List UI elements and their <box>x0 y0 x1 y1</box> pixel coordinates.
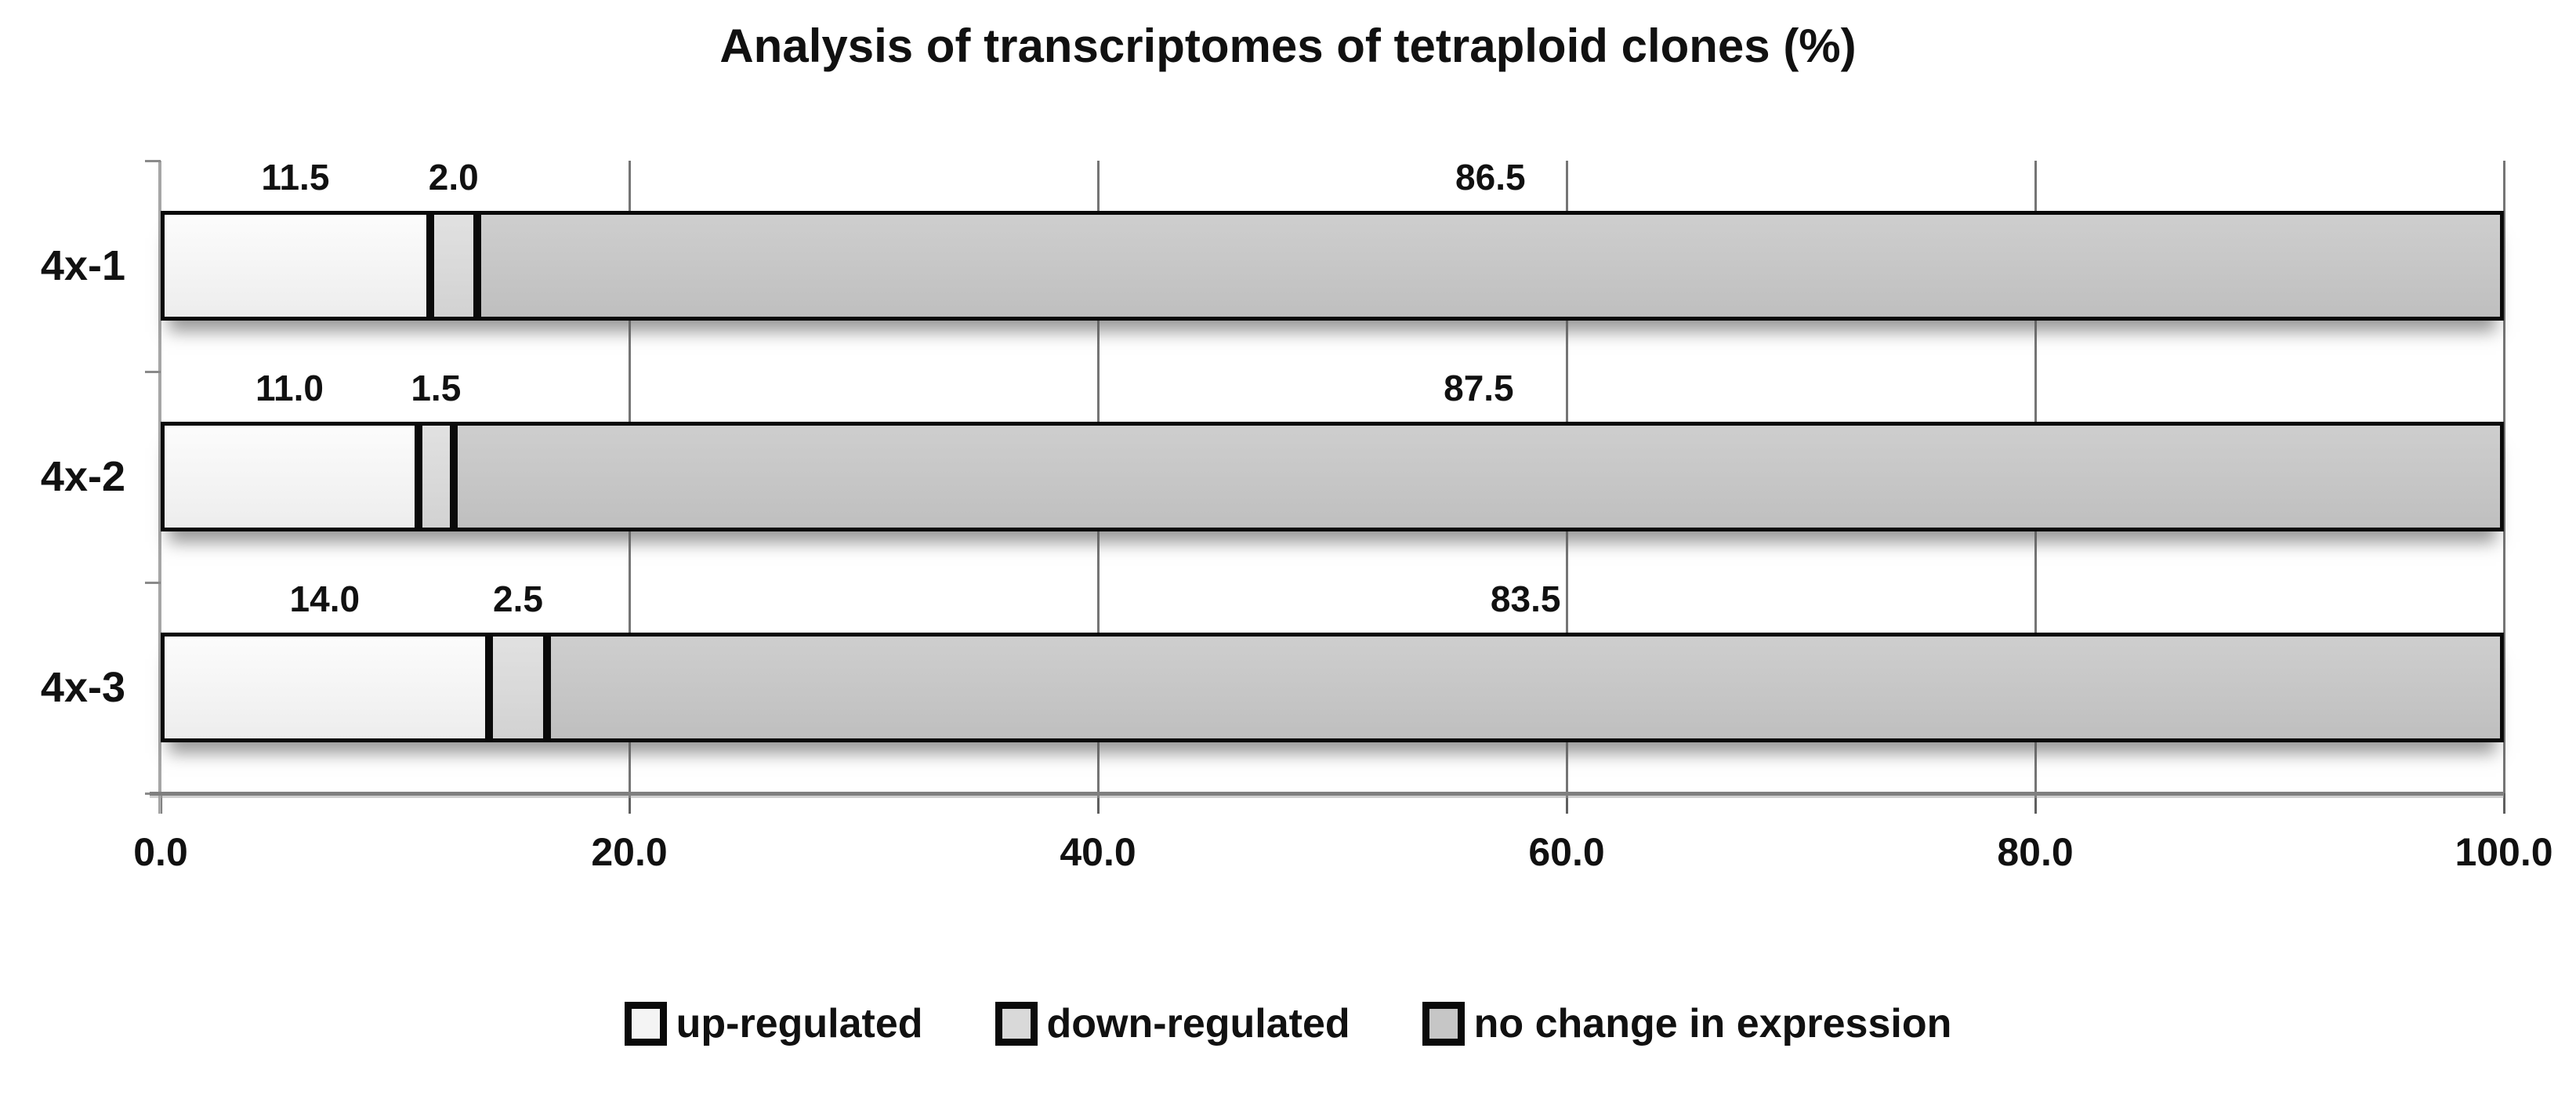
legend-item-up-regulated: up-regulated <box>624 1000 923 1047</box>
x-axis-label-100.0: 100.0 <box>2455 830 2553 874</box>
bar-4x-2-segment-up-regulated <box>161 422 418 531</box>
x-axis-tick-100 <box>2502 793 2505 814</box>
bar-4x-1 <box>161 211 2504 321</box>
chart-title: Analysis of transcriptomes of tetraploid… <box>719 20 1857 72</box>
data-label-4x-1-up-regulated: 11.5 <box>261 157 330 198</box>
data-label-4x-3-no change in expression: 83.5 <box>1490 579 1561 619</box>
legend-label-down-regulated: down-regulated <box>1046 1001 1350 1046</box>
legend-label-up-regulated: up-regulated <box>676 1001 923 1046</box>
legend-swatch-no change in expression <box>1422 1002 1465 1046</box>
y-axis-tick-1 <box>145 370 161 373</box>
bar-4x-3 <box>161 633 2504 742</box>
x-axis-label-20.0: 20.0 <box>591 830 668 874</box>
bar-4x-1-segment-up-regulated <box>161 211 430 321</box>
legend-item-no change in expression: no change in expression <box>1422 1000 1952 1047</box>
x-axis-label-40.0: 40.0 <box>1060 830 1136 874</box>
legend-swatch-up-regulated <box>624 1002 667 1046</box>
data-label-4x-2-down-regulated: 1.5 <box>411 368 462 408</box>
bar-4x-3-segment-no change in expression <box>547 633 2504 742</box>
category-label-4x-3: 4x-3 <box>40 664 125 711</box>
data-label-4x-2-no change in expression: 87.5 <box>1444 368 1514 408</box>
x-axis-label-60.0: 60.0 <box>1528 830 1605 874</box>
bar-4x-2-segment-down-regulated <box>418 422 454 531</box>
bar-4x-3-segment-up-regulated <box>161 633 489 742</box>
x-axis-label-0.0: 0.0 <box>133 830 188 874</box>
bar-4x-3-segment-down-regulated <box>488 633 548 742</box>
x-axis-line <box>150 792 2504 796</box>
x-axis-tick-60 <box>1565 793 1568 814</box>
category-label-4x-2: 4x-2 <box>40 453 125 500</box>
legend: up-regulated down-regulated no change in e… <box>0 1000 2576 1047</box>
data-label-4x-2-up-regulated: 11.0 <box>255 368 324 408</box>
x-axis-tick-80 <box>2034 793 2037 814</box>
data-label-4x-3-up-regulated: 14.0 <box>289 579 360 619</box>
x-axis-tick-40 <box>1096 793 1100 814</box>
legend-item-down-regulated: down-regulated <box>995 1000 1350 1047</box>
y-axis-tick-2 <box>145 581 161 584</box>
bar-4x-1-segment-no change in expression <box>476 211 2504 321</box>
gridline-100 <box>2502 161 2505 793</box>
y-axis-tick-0 <box>145 159 161 162</box>
legend-swatch-down-regulated <box>995 1002 1038 1046</box>
bar-4x-2-segment-no change in expression <box>453 422 2504 531</box>
bar-4x-2 <box>161 422 2504 531</box>
data-label-4x-3-down-regulated: 2.5 <box>492 579 543 619</box>
x-axis-label-80.0: 80.0 <box>1997 830 2074 874</box>
data-label-4x-1-down-regulated: 2.0 <box>428 157 479 198</box>
data-label-4x-1-no change in expression: 86.5 <box>1455 157 1526 198</box>
legend-label-no change in expression: no change in expression <box>1473 1001 1952 1046</box>
x-axis-tick-20 <box>628 793 631 814</box>
y-axis-line <box>158 161 161 814</box>
bar-4x-1-segment-down-regulated <box>429 211 477 321</box>
category-label-4x-1: 4x-1 <box>40 242 125 289</box>
